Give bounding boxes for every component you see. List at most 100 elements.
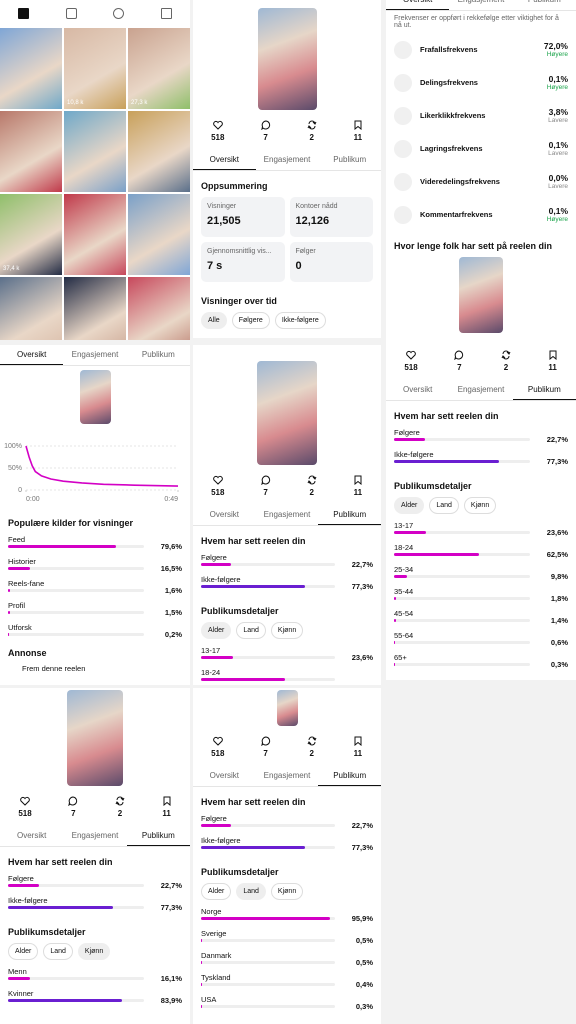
card-value: 21,505 <box>207 215 241 227</box>
bar-track <box>8 999 144 1002</box>
reel-tile[interactable] <box>0 277 62 340</box>
filter-chip[interactable]: Alder <box>394 497 425 514</box>
tab-icon[interactable] <box>113 7 125 19</box>
stat-value: 2 <box>503 363 509 372</box>
filter-chip[interactable]: Kjønn <box>77 943 111 960</box>
tab[interactable]: Publikum <box>318 766 381 786</box>
bar-value: 16,5% <box>160 564 182 573</box>
tab-icon[interactable] <box>160 7 172 19</box>
tab[interactable]: Publikum <box>141 350 175 359</box>
tab[interactable]: Publikum <box>513 0 576 10</box>
filter-chip[interactable]: Land <box>43 943 73 960</box>
reel-tile[interactable]: 37,4 k <box>0 194 62 275</box>
reel-tile[interactable] <box>128 111 190 192</box>
promote-link[interactable]: Frem denne reelen <box>22 664 86 673</box>
tab[interactable]: Engasjement <box>263 771 311 780</box>
filter-chip[interactable]: Kjønn <box>270 883 304 900</box>
reel-tile[interactable] <box>128 194 190 275</box>
bar-value: 9,8% <box>550 572 568 581</box>
x-tick-label: 0:49 <box>164 496 178 503</box>
tab[interactable]: Oversikt <box>209 510 239 519</box>
tab[interactable]: Publikum <box>126 826 190 846</box>
filter-chip[interactable]: Land <box>236 883 266 900</box>
tab[interactable]: Oversikt <box>402 385 433 394</box>
stat-value: 518 <box>211 749 225 758</box>
bar-value: 22,7% <box>351 821 373 830</box>
reel-tile[interactable] <box>128 277 190 340</box>
bar-fill <box>201 917 330 920</box>
bar-value: 23,6% <box>546 528 568 537</box>
bar-row: 13-17 23,6% <box>394 520 568 542</box>
x-tick-label: 0:00 <box>26 496 40 503</box>
tab-icon[interactable] <box>65 7 77 19</box>
bar-row: Ikke-følgere 77,3% <box>8 895 182 917</box>
stat: 2 <box>501 350 511 372</box>
reel-tile[interactable]: 27,3 k <box>128 28 190 109</box>
filter-chip[interactable]: Alder <box>8 943 39 960</box>
reel-thumbnail <box>79 370 111 424</box>
bar-track <box>201 656 335 659</box>
stat: 518 <box>404 350 418 372</box>
bar-value: 0,5% <box>355 936 373 945</box>
bar-name: Utforsk <box>8 623 32 632</box>
card-label: Følger <box>295 248 316 255</box>
tabs: Oversikt Engasjement Publikum <box>0 826 190 847</box>
tab[interactable]: Engasjement <box>263 155 311 164</box>
filter-chip[interactable]: Kjønn <box>463 497 497 514</box>
tab[interactable]: Engasjement <box>449 0 512 10</box>
filter-chip[interactable]: Land <box>236 622 266 639</box>
tab[interactable]: Publikum <box>318 505 381 525</box>
tabs: Oversikt Engasjement Publikum <box>193 150 381 171</box>
tab[interactable]: Oversikt <box>386 0 450 10</box>
bar-fill <box>201 585 305 588</box>
filter-chips: Alder Land Kjønn <box>201 883 373 900</box>
tab[interactable]: Oversikt <box>193 150 256 170</box>
stat-icon <box>406 350 416 360</box>
bar-track <box>8 906 144 909</box>
reel-tile[interactable] <box>64 277 126 340</box>
filter-chip[interactable]: Land <box>429 497 459 514</box>
bar-name: 13-17 <box>201 646 221 655</box>
bar-track <box>394 619 530 622</box>
reel-tile[interactable] <box>0 28 62 109</box>
filter-chip[interactable]: Ikke-følgere <box>274 312 326 329</box>
rate-trend: Lavere <box>548 150 568 157</box>
filter-chip[interactable]: Alder <box>201 622 232 639</box>
tab[interactable]: Engasjement <box>263 510 311 519</box>
bar-track <box>8 611 144 614</box>
bar-track <box>394 575 530 578</box>
filter-chip[interactable]: Alder <box>201 883 232 900</box>
filter-chips: Alder Land Kjønn <box>201 622 373 639</box>
tab[interactable]: Publikum <box>333 155 367 164</box>
reel-tile[interactable]: 10,8 k <box>64 28 126 109</box>
filter-chip[interactable]: Kjønn <box>270 622 304 639</box>
bar-fill <box>394 619 396 622</box>
rate-row: Kommentarfrekvens 0,1% Høyere <box>394 198 568 231</box>
filter-chip[interactable]: Alle <box>201 312 227 329</box>
bar-name: Historier <box>8 557 36 566</box>
bar-value: 0,3% <box>355 1002 373 1011</box>
bar-value: 1,5% <box>164 608 182 617</box>
stat-value: 11 <box>353 133 363 142</box>
tab[interactable]: Oversikt <box>0 345 64 365</box>
stats-row: 518 7 2 11 <box>193 120 381 142</box>
tab[interactable]: Oversikt <box>16 831 47 840</box>
filter-chip[interactable]: Følgere <box>231 312 270 329</box>
bar-fill <box>394 460 500 463</box>
tab[interactable]: Engasjement <box>71 350 119 359</box>
card-label: Gjennomsnittlig vis... <box>207 248 272 255</box>
rates-note: Frekvenser er oppført i rekkefølge etter… <box>394 15 559 29</box>
bar-row: 18-24 62,5% <box>394 542 568 564</box>
tab-icon[interactable] <box>18 7 30 19</box>
reel-tile[interactable] <box>64 111 126 192</box>
reel-tile[interactable] <box>64 194 126 275</box>
reel-tile[interactable] <box>0 111 62 192</box>
tab[interactable]: Oversikt <box>209 771 239 780</box>
tab[interactable]: Publikum <box>512 380 576 400</box>
tab[interactable]: Engasjement <box>71 831 119 840</box>
bar-value: 62,5% <box>546 550 568 559</box>
audience-panel-age: 518 7 2 11 Oversikt Engasjement Publikum Hvem h… <box>193 345 381 685</box>
tab[interactable]: Engasjement <box>457 385 505 394</box>
bar-track <box>8 545 144 548</box>
